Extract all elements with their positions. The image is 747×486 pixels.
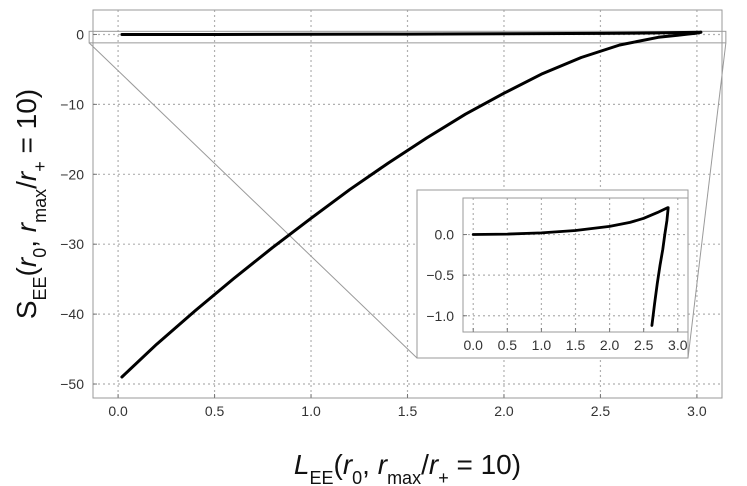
inset-x-tick-label: 3.0 (668, 337, 688, 353)
main-y-tick-label: 0 (76, 26, 84, 42)
zoom-connector-lines (88, 30, 727, 359)
main-series-1-line (120, 30, 703, 36)
inset-x-tick-label: 0.0 (463, 337, 483, 353)
main-y-tick-label: −20 (60, 166, 84, 182)
inset-series-group (471, 206, 670, 327)
inset-background (416, 189, 689, 359)
inset-x-tick-label: 2.0 (600, 337, 620, 353)
inset-x-tick-label: 0.5 (498, 337, 518, 353)
inset-grid (463, 198, 688, 332)
main-ticks: 0.0 0.5 1.0 1.5 2.0 2.5 3.0 0 −10 −20 −30 −40 −50 (60, 26, 707, 419)
inset-x-tick-label: 1.0 (532, 337, 552, 353)
zoom-region-box (88, 30, 727, 44)
inset-series-1-line (471, 206, 669, 236)
main-y-tick-label: −10 (60, 96, 84, 112)
main-series-2-line (120, 30, 703, 379)
main-x-tick-label: 2.0 (494, 403, 514, 419)
zoom-connector-right (687, 42, 727, 359)
inset-y-tick-label: −1.0 (426, 308, 454, 324)
main-x-tick-label: 0.5 (205, 403, 225, 419)
main-x-tick-label: 1.5 (398, 403, 418, 419)
xlabel-text: LEE(r0, rmax/r+ = 10) (294, 449, 521, 486)
zoom-connector-left (88, 42, 418, 359)
inset-plot: 0.0 0.5 1.0 1.5 2.0 2.5 3.0 0.0 −0.5 −1.0 (416, 189, 689, 359)
inset-ticks: 0.0 0.5 1.0 1.5 2.0 2.5 3.0 0.0 −0.5 −1.0 (426, 227, 687, 353)
main-x-tick-label: 0.0 (108, 403, 128, 419)
inset-x-tick-label: 2.5 (634, 337, 654, 353)
main-y-tick-label: −30 (60, 236, 84, 252)
inset-y-tick-label: −0.5 (426, 267, 454, 283)
main-x-tick-label: 2.5 (591, 403, 611, 419)
inset-x-tick-label: 1.5 (566, 337, 586, 353)
inset-y-tick-label: 0.0 (435, 227, 455, 243)
y-axis-title: SEE(r0, rmax/r+ = 10) (11, 89, 50, 319)
inset-series-2-line (650, 206, 670, 327)
x-axis-title: LEE(r0, rmax/r+ = 10) (294, 449, 521, 486)
main-y-tick-label: −50 (60, 376, 84, 392)
main-series-group (120, 30, 703, 379)
main-x-tick-label: 3.0 (687, 403, 707, 419)
main-y-tick-label: −40 (60, 306, 84, 322)
main-x-tick-label: 1.0 (301, 403, 321, 419)
ylabel-text: SEE(r0, rmax/r+ = 10) (11, 89, 50, 319)
